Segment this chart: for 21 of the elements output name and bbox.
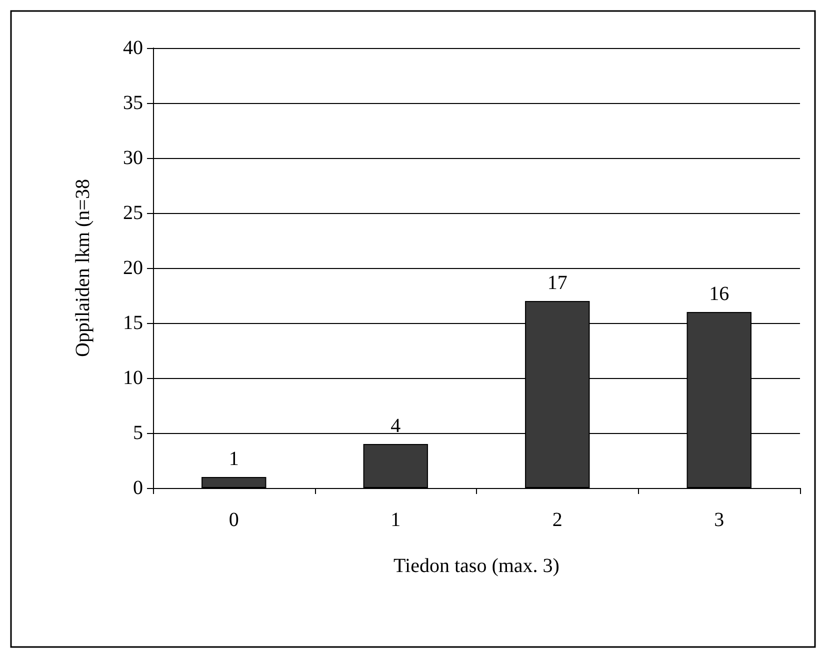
y-tick-label: 25	[123, 202, 143, 224]
y-tick-label: 15	[123, 312, 143, 334]
bar	[363, 444, 428, 488]
y-tick-label: 10	[123, 367, 143, 389]
y-tick-label: 20	[123, 257, 143, 279]
data-label: 16	[709, 283, 730, 305]
y-tick-label: 30	[123, 147, 143, 169]
data-label: 1	[228, 448, 239, 470]
y-tick-label: 35	[123, 92, 143, 114]
x-tick-label: 2	[552, 509, 562, 531]
x-tick-label: 0	[228, 509, 239, 531]
x-axis-title: Tiedon taso (max. 3)	[394, 555, 560, 577]
x-tick-label: 3	[714, 509, 724, 531]
data-label: 17	[547, 272, 568, 294]
x-tick-label: 1	[390, 509, 401, 531]
y-tick-label: 5	[133, 422, 143, 444]
data-label: 4	[390, 415, 401, 437]
y-axis-title: Oppilaiden lkm (n=38	[72, 179, 94, 357]
bar	[202, 477, 266, 488]
y-tick-label: 0	[133, 477, 143, 499]
y-tick-label: 40	[123, 37, 143, 59]
